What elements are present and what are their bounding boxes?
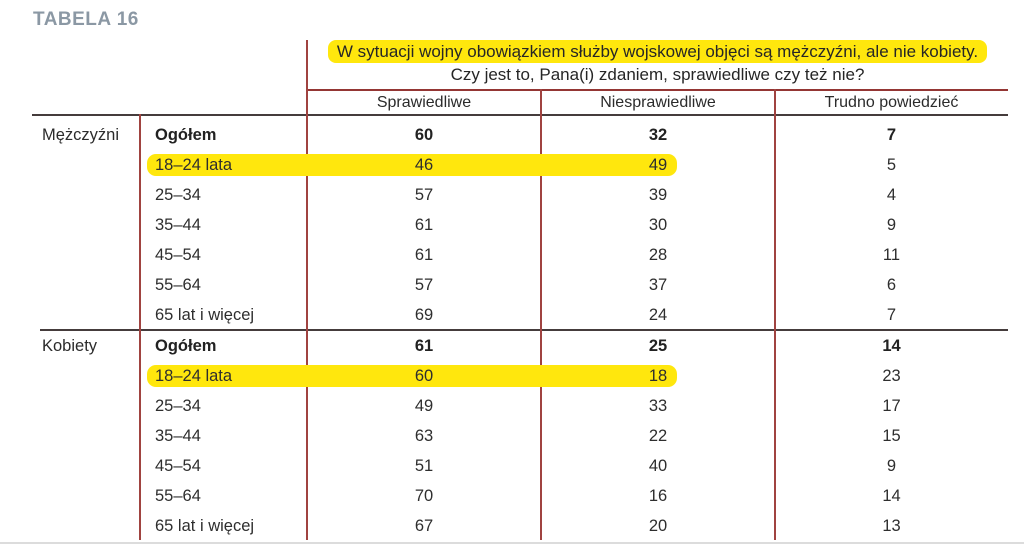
cell-value: 7 [886,126,897,144]
row-highlight-band [147,365,677,387]
cell-value: 16 [648,487,668,505]
row-label: 35–44 [155,216,201,234]
cell-value: 63 [414,427,434,445]
question-block: W sytuacji wojny obowiązkiem służby wojs… [307,40,1008,86]
cell-value: 28 [648,246,668,264]
table-row: 18–24 lata 46 49 5 [0,150,1024,180]
divider-table-bottom [0,542,1024,544]
cell-value: 51 [414,457,434,475]
cell-value: 70 [414,487,434,505]
cell-value: 25 [648,337,668,355]
cell-value: 57 [414,276,434,294]
table-row: 65 lat i więcej 69 24 7 [0,300,1024,330]
row-label: 45–54 [155,457,201,475]
vertical-rule-after-group-column [139,114,141,540]
table-row: Ogółem 61 25 14 [0,331,1024,361]
column-header-sprawiedliwe: Sprawiedliwe [376,94,472,111]
row-label: 55–64 [155,487,201,505]
cell-value: 24 [648,306,668,324]
cell-value: 15 [882,427,901,445]
cell-value: 22 [648,427,668,445]
column-header-row: Sprawiedliwe Niesprawiedliwe Trudno powi… [0,92,1024,114]
cell-value: 60 [414,367,434,385]
cell-value: 5 [886,156,897,174]
vertical-rule-after-label-column [306,40,308,540]
table-row: 65 lat i więcej 67 20 13 [0,511,1024,541]
cell-value: 57 [414,186,434,204]
cell-value: 40 [648,457,668,475]
cell-value: 49 [648,156,668,174]
row-label: 35–44 [155,427,201,445]
cell-value: 61 [414,216,434,234]
row-highlight-band [147,154,677,176]
cell-value: 67 [414,517,434,535]
table-row: 25–34 49 33 17 [0,391,1024,421]
question-line1-highlighted: W sytuacji wojny obowiązkiem służby wojs… [327,40,988,63]
cell-value: 9 [886,216,897,234]
cell-value: 17 [882,397,901,415]
column-header-niesprawiedliwe: Niesprawiedliwe [600,94,716,111]
column-header-trudno-powiedziec: Trudno powiedzieć [824,94,959,111]
row-label: 18–24 lata [155,367,233,385]
cell-value: 39 [648,186,668,204]
cell-value: 20 [648,517,668,535]
cell-value: 14 [882,337,901,355]
cell-value: 14 [882,487,901,505]
table-row: 18–24 lata 60 18 23 [0,361,1024,391]
table-row: 25–34 57 39 4 [0,180,1024,210]
cell-value: 30 [648,216,668,234]
table-row: 55–64 70 16 14 [0,481,1024,511]
cell-value: 69 [414,306,434,324]
table-row: 45–54 61 28 11 [0,240,1024,270]
cell-value: 49 [414,397,434,415]
page-title: TABELA 16 [33,9,139,30]
divider-under-column-headers [32,114,1008,116]
cell-value: 13 [882,517,901,535]
question-line2: Czy jest to, Pana(i) zdaniem, sprawiedli… [450,65,865,84]
group-label-men: Mężczyźni [42,126,120,144]
group-label-women: Kobiety [42,337,98,355]
question-line1-row: W sytuacji wojny obowiązkiem służby wojs… [307,40,1008,63]
divider-red-under-question [307,89,1008,91]
cell-value: 61 [414,337,434,355]
table-row: 45–54 51 40 9 [0,451,1024,481]
cell-value: 23 [882,367,901,385]
cell-value: 11 [882,246,901,264]
cell-value: 18 [648,367,668,385]
row-label: 18–24 lata [155,156,233,174]
cell-value: 6 [886,276,897,294]
row-label: 55–64 [155,276,201,294]
row-label: 45–54 [155,246,201,264]
row-label: 25–34 [155,186,201,204]
cell-value: 60 [414,126,434,144]
cell-value: 61 [414,246,434,264]
row-label: 65 lat i więcej [155,517,255,535]
divider-between-groups [40,329,1008,331]
table-row: Ogółem 60 32 7 [0,120,1024,150]
cell-value: 7 [886,306,897,324]
cell-value: 37 [648,276,668,294]
table-row: 35–44 61 30 9 [0,210,1024,240]
row-label: 25–34 [155,397,201,415]
vertical-rule-col1-col2 [540,89,542,540]
cell-value: 9 [886,457,897,475]
cell-value: 33 [648,397,668,415]
vertical-rule-col2-col3 [774,89,776,540]
row-label: 65 lat i więcej [155,306,255,324]
table-row: 55–64 57 37 6 [0,270,1024,300]
cell-value: 46 [414,156,434,174]
row-label: Ogółem [155,126,217,144]
cell-value: 4 [886,186,897,204]
cell-value: 32 [648,126,668,144]
row-label: Ogółem [155,337,217,355]
table-row: 35–44 63 22 15 [0,421,1024,451]
